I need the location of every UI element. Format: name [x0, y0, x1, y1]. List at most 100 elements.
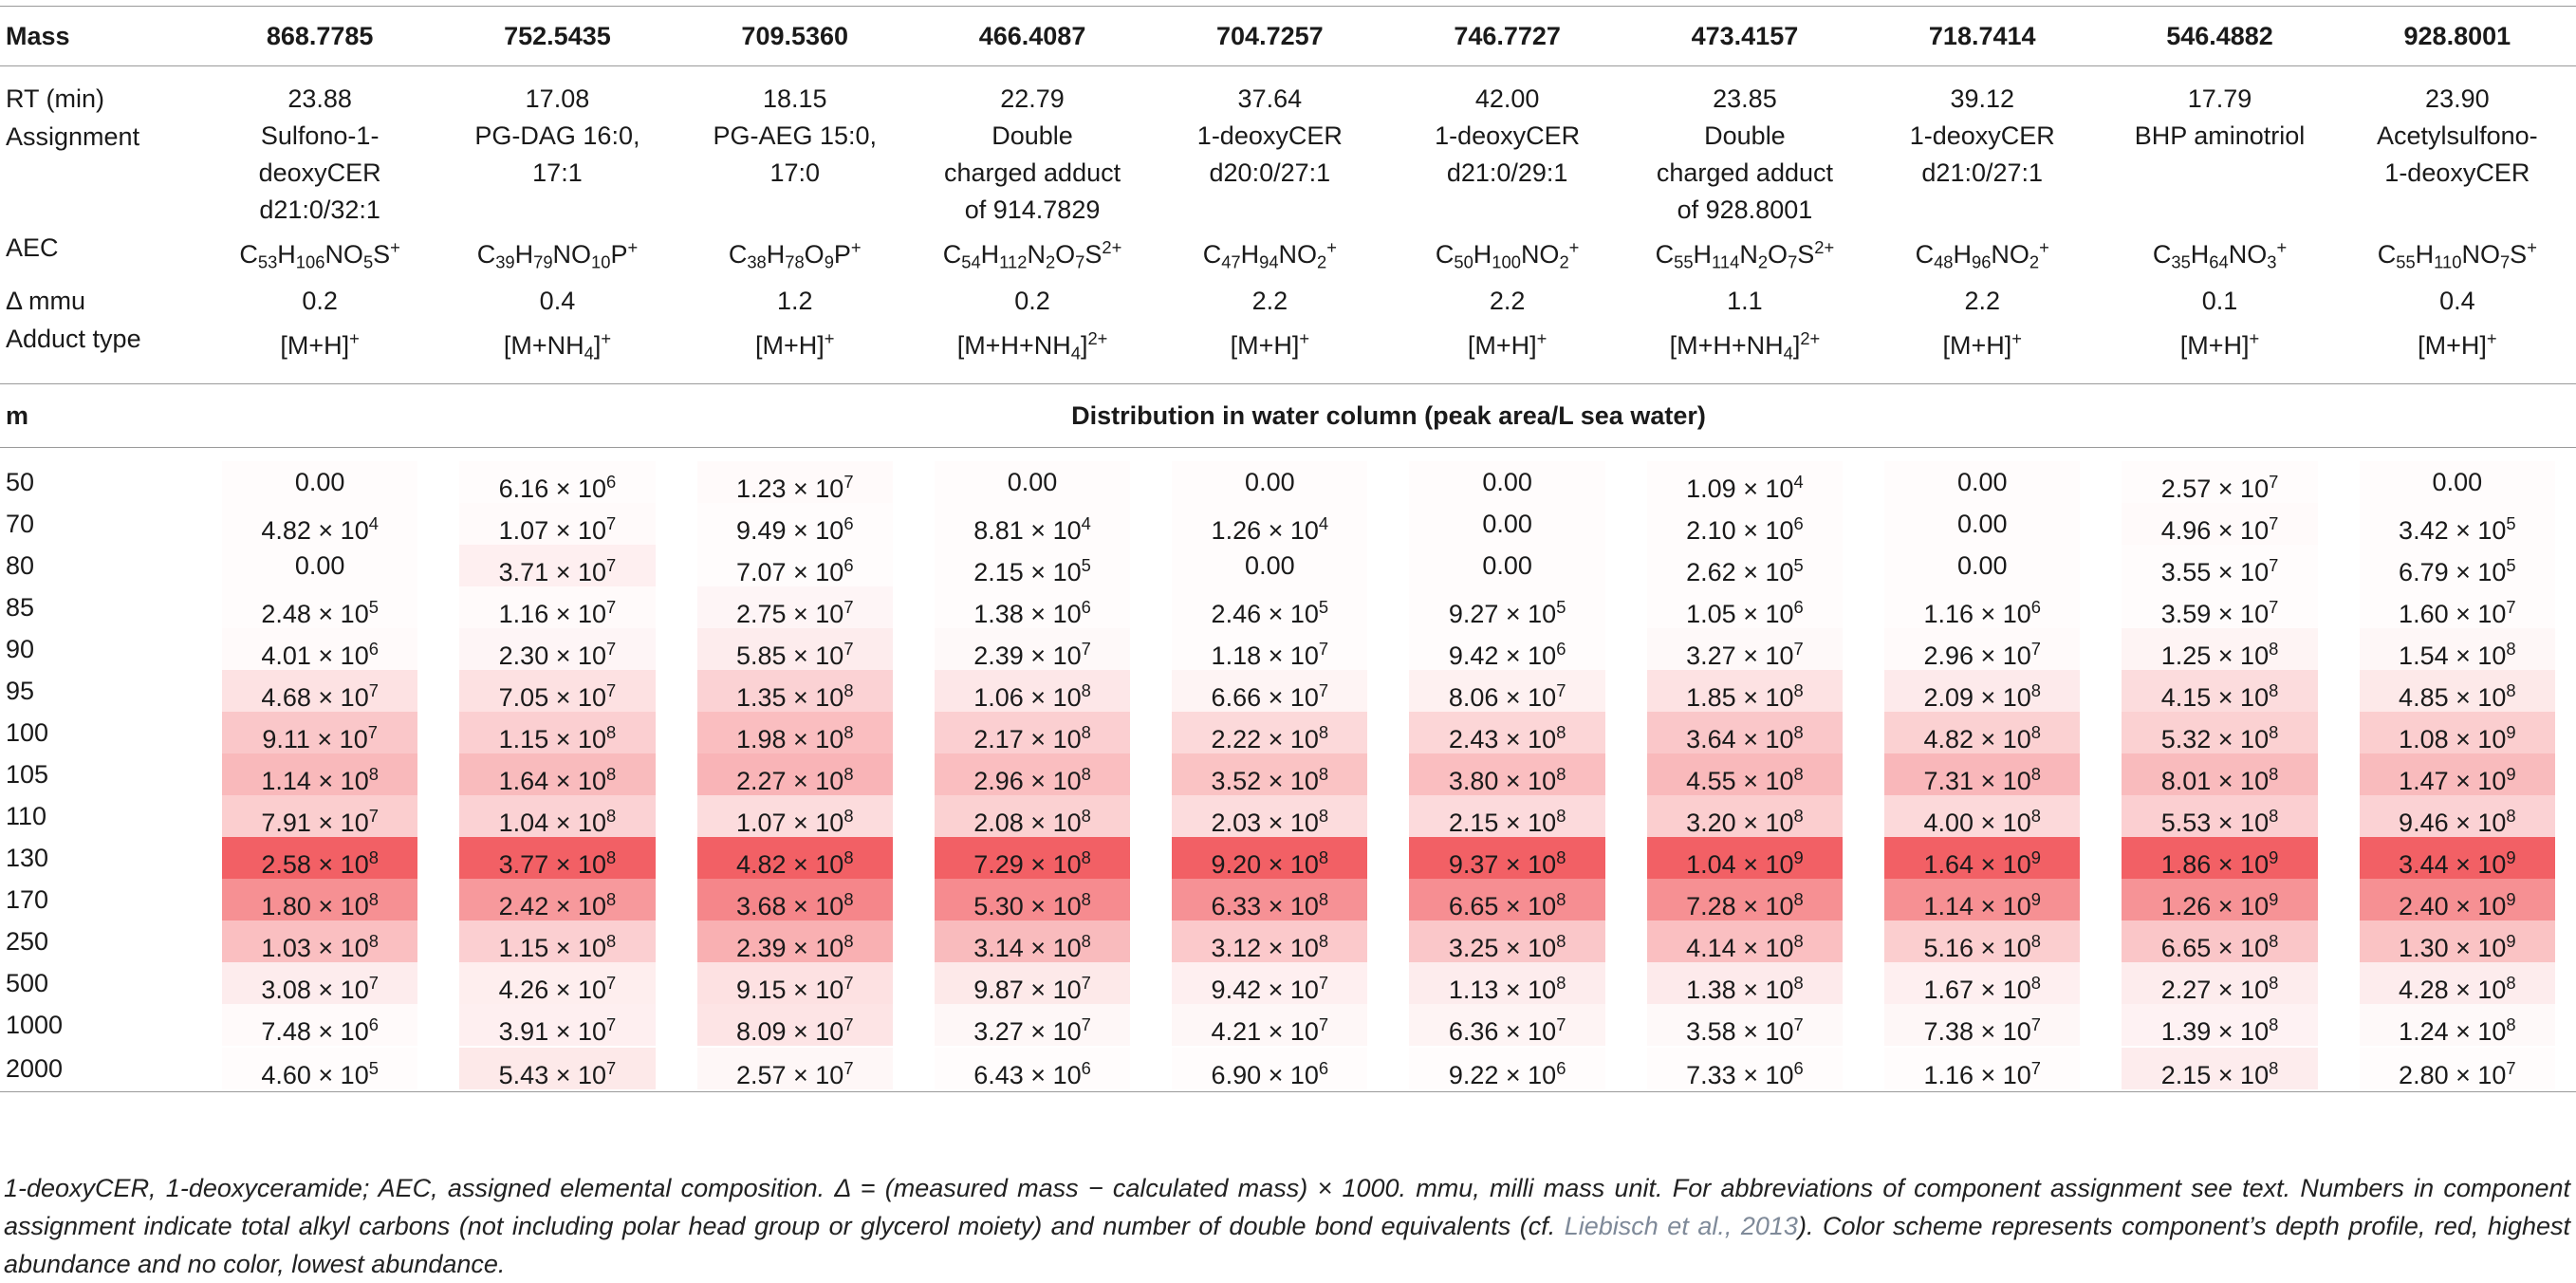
- mass-header-cell: 752.5435: [438, 6, 676, 66]
- heat-cell: 7.05 × 107: [438, 670, 676, 712]
- heat-cell: 7.31 × 108: [1863, 753, 2101, 795]
- assignment-line: 1-deoxyCER: [1909, 121, 2055, 150]
- assignment-line: deoxyCER: [258, 158, 381, 187]
- assignment-line: PG-DAG 16:0,: [474, 121, 640, 150]
- heat-cell-value: 7.29 × 108: [934, 837, 1131, 879]
- heat-cell: 1.14 × 108: [201, 753, 438, 795]
- heat-cell: 1.16 × 106: [1863, 586, 2101, 628]
- rt-cell: 17.79: [2187, 84, 2252, 113]
- assignment-line: 17:0: [769, 158, 821, 187]
- heat-cell-value: 1.64 × 109: [1884, 837, 2081, 879]
- mass-header-cell: 868.7785: [201, 6, 439, 66]
- heat-cell-value: 9.27 × 105: [1409, 586, 1605, 628]
- heat-cell-value: 9.22 × 106: [1409, 1048, 1605, 1089]
- assignment-cell: 1-deoxyCER d20:0/27:1: [1151, 118, 1388, 229]
- heat-cell: 2.08 × 108: [914, 795, 1151, 837]
- heat-cell-value: 1.26 × 109: [2122, 879, 2318, 920]
- distribution-row: 80 0.00 3.71 × 107 7.07 × 106 2.15 × 105 0.00…: [0, 545, 2576, 586]
- heat-cell-value: 5.85 × 107: [696, 628, 893, 670]
- heat-cell-value: 2.17 × 108: [934, 712, 1131, 753]
- heat-cell-value: 6.16 × 106: [459, 461, 656, 503]
- distribution-row: 95 4.68 × 107 7.05 × 107 1.35 × 108 1.06 × 1…: [0, 670, 2576, 712]
- meta-row-adduct: Adduct type [M+H]+ [M+NH4]+ [M+H]+ [M+H+NH4]…: [0, 320, 2576, 384]
- heat-cell-value: 9.87 × 107: [934, 962, 1131, 1004]
- heat-cell-value: 3.77 × 108: [459, 837, 656, 879]
- heat-cell-value: 1.26 × 104: [1172, 503, 1368, 545]
- heat-cell-value: 2.39 × 107: [934, 628, 1131, 670]
- depth-label: 250: [6, 927, 49, 957]
- heat-cell-value: 8.09 × 107: [696, 1004, 893, 1046]
- heat-cell-value: 1.98 × 108: [696, 712, 893, 753]
- heat-cell: 5.85 × 107: [676, 628, 914, 670]
- heat-cell-value: 2.96 × 107: [1884, 628, 2081, 670]
- heat-cell-value: 4.00 × 108: [1884, 795, 2081, 837]
- heat-cell: 3.12 × 108: [1151, 920, 1388, 962]
- heat-cell: 6.90 × 106: [1151, 1046, 1389, 1093]
- aec-cell: C38H78O9P+: [728, 237, 862, 272]
- mmu-cell: 0.1: [2201, 286, 2238, 315]
- heat-cell-value: 7.38 × 107: [1884, 1004, 2081, 1046]
- heat-cell: 6.36 × 107: [1388, 1004, 1625, 1046]
- heat-cell: 4.68 × 107: [201, 670, 438, 712]
- mass-header-cell: 466.4087: [913, 6, 1152, 66]
- heat-cell-value: 4.55 × 108: [1646, 753, 1844, 795]
- heat-cell: 5.43 × 107: [438, 1046, 676, 1093]
- heat-cell: 6.43 × 106: [913, 1046, 1152, 1093]
- rt-cell: 17.08: [525, 84, 590, 113]
- heat-cell-value: 4.85 × 108: [2359, 670, 2555, 712]
- heat-cell-value: 1.03 × 108: [222, 920, 418, 962]
- heat-cell-value: 3.59 × 107: [2122, 586, 2318, 628]
- heat-cell: 1.18 × 107: [1151, 628, 1388, 670]
- rt-cell: 37.64: [1237, 84, 1303, 113]
- heat-cell: 9.87 × 107: [914, 962, 1151, 1004]
- heat-cell: 1.38 × 106: [914, 586, 1151, 628]
- heat-cell-value: 1.67 × 108: [1884, 962, 2081, 1004]
- heat-cell-value: 3.27 × 107: [1646, 628, 1844, 670]
- aec-cell: C39H79NO10P+: [476, 237, 639, 272]
- mmu-cell: 0.2: [1014, 286, 1050, 315]
- heat-cell: 1.26 × 109: [2101, 879, 2338, 920]
- heat-cell-value: 0.00: [222, 545, 418, 587]
- heat-cell: 1.03 × 108: [201, 920, 438, 962]
- meta-label: Assignment: [6, 122, 140, 151]
- distribution-row: 500 3.08 × 107 4.26 × 107 9.15 × 107 9.87 × …: [0, 962, 2576, 1004]
- reference-link[interactable]: Liebisch et al., 2013: [1564, 1212, 1798, 1240]
- heat-cell: 8.06 × 107: [1388, 670, 1625, 712]
- heat-cell-value: 9.42 × 106: [1409, 628, 1605, 670]
- heat-cell: 2.75 × 107: [676, 586, 914, 628]
- mmu-cell: 0.4: [539, 286, 576, 315]
- distribution-row: 130 2.58 × 108 3.77 × 108 4.82 × 108 7.29 × …: [0, 837, 2576, 879]
- heat-cell: 4.60 × 105: [201, 1046, 439, 1093]
- mmu-cell: 1.2: [776, 286, 813, 315]
- heat-cell-value: 2.43 × 108: [1409, 712, 1605, 753]
- heat-cell: 7.07 × 106: [676, 545, 914, 586]
- heat-cell-value: 9.15 × 107: [696, 962, 893, 1004]
- heat-cell: 1.15 × 108: [438, 920, 676, 962]
- heat-cell: 2.96 × 107: [1863, 628, 2101, 670]
- heat-cell-value: 4.82 × 108: [696, 837, 893, 879]
- heat-cell: 2.40 × 109: [2339, 879, 2576, 920]
- distribution-row: 2000 4.60 × 105 5.43 × 107 2.57 × 107 6.43 ×…: [0, 1046, 2576, 1093]
- assignment-cell: 1-deoxyCER d21:0/29:1: [1388, 118, 1625, 229]
- heat-cell: 3.91 × 107: [438, 1004, 676, 1046]
- heat-cell-value: 7.05 × 107: [459, 670, 656, 712]
- aec-cell: C50H100NO2+: [1435, 237, 1580, 272]
- aec-cell: C55H110NO7S+: [2377, 237, 2537, 272]
- assignment-cell: Acetylsulfono- 1-deoxyCER: [2339, 118, 2576, 229]
- heat-cell-value: 0.00: [1172, 545, 1368, 587]
- rt-cell: 22.79: [1000, 84, 1065, 113]
- depth-label: 50: [6, 468, 35, 497]
- heat-cell: 1.15 × 108: [438, 712, 676, 753]
- adduct-cell: [M+H]+: [1942, 327, 2022, 360]
- heat-cell-value: 2.46 × 105: [1172, 586, 1368, 628]
- heat-cell-value: 2.42 × 108: [459, 879, 656, 920]
- heat-cell: 0.00: [1863, 503, 2101, 546]
- heat-cell: 4.82 × 108: [1863, 712, 2101, 753]
- assignment-line: Acetylsulfono-: [2377, 121, 2538, 150]
- aec-cell: C54H112N2O7S2+: [942, 237, 1122, 272]
- heat-cell: 1.98 × 108: [676, 712, 914, 753]
- heat-cell: 8.81 × 104: [914, 503, 1151, 545]
- heat-cell: 3.59 × 107: [2101, 586, 2338, 628]
- depth-label: 170: [6, 885, 49, 915]
- assignment-line: d21:0/32:1: [259, 195, 380, 224]
